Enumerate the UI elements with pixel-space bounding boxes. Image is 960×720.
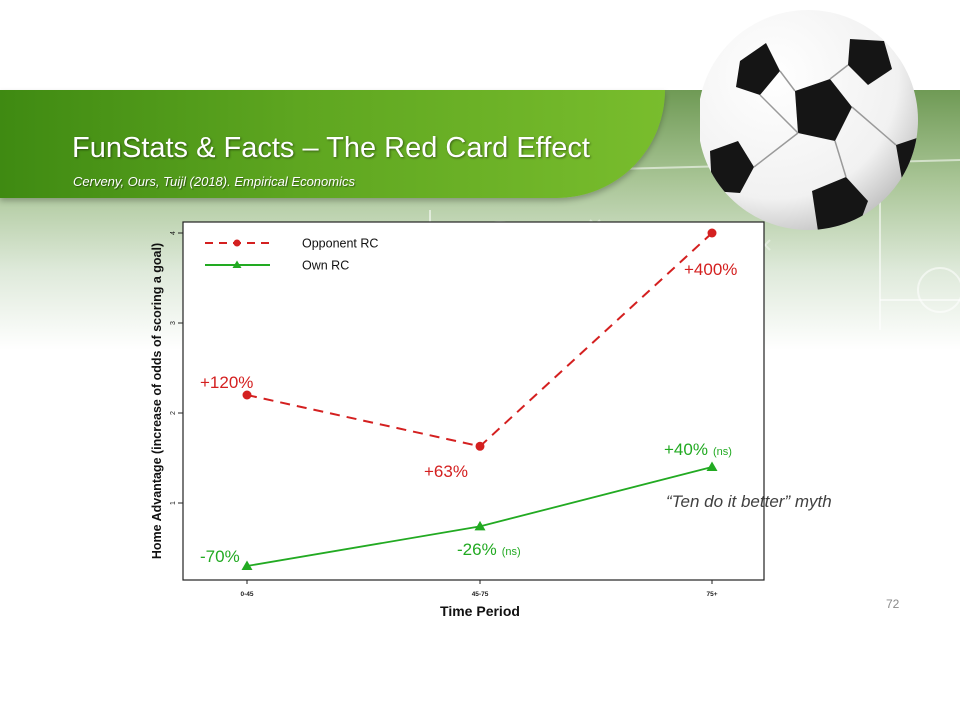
data-point [474, 520, 486, 531]
y-tick-label: 3 [170, 321, 177, 325]
y-tick-label: 1 [170, 501, 177, 505]
data-label: +63% [424, 462, 468, 481]
data-label-note: (ns) [713, 446, 732, 458]
data-label: +400% [684, 260, 737, 279]
legend-label: Own RC [302, 259, 349, 273]
data-point [707, 228, 717, 238]
slide-title: FunStats & Facts – The Red Card Effect [72, 132, 590, 164]
legend-marker [232, 260, 242, 268]
plot-area [182, 221, 765, 581]
page-number: 72 [886, 597, 900, 611]
slide-subtitle: Cerveny, Ours, Tuijl (2018). Empirical E… [73, 174, 355, 189]
title-banner [0, 90, 665, 198]
data-point [241, 560, 253, 570]
myth-annotation: “Ten do it better” myth [666, 492, 832, 511]
chart: Home Advantage (increase of odds of scor… [150, 221, 765, 619]
data-point [242, 390, 252, 400]
data-label: -70% [200, 547, 240, 566]
data-label: +120% [200, 373, 253, 392]
data-point [706, 461, 718, 471]
x-tick-label: 45-75 [472, 591, 489, 598]
data-point [475, 441, 485, 451]
x-tick-label: 0-45 [240, 591, 253, 598]
y-tick-label: 2 [170, 411, 177, 415]
soccer-ball-icon [700, 10, 918, 230]
y-axis-label: Home Advantage (increase of odds of scor… [150, 243, 164, 559]
legend-marker [233, 239, 241, 247]
y-tick-label: 4 [170, 231, 177, 235]
x-tick-label: 75+ [706, 591, 717, 598]
legend-label: Opponent RC [302, 237, 378, 251]
x-axis-label: Time Period [440, 603, 520, 619]
data-label-note: (ns) [502, 546, 521, 558]
